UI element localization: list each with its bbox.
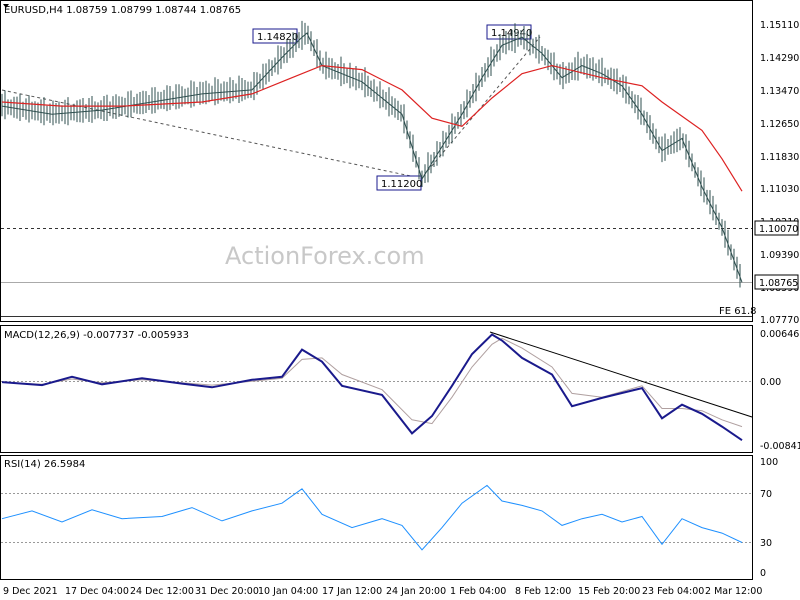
price-tick: 1.14290 <box>760 53 799 64</box>
current-price-text: 1.08765 <box>759 278 798 289</box>
macd-line <box>1 333 743 442</box>
rsi-tick: 30 <box>760 538 772 549</box>
x-tick: 23 Feb 04:00 <box>642 586 704 597</box>
price-title: EURUSD,H4 1.08759 1.08799 1.08744 1.0876… <box>4 5 241 16</box>
high-annotation: 1.14820 <box>257 32 298 43</box>
x-tick: 24 Dec 12:00 <box>130 586 194 597</box>
macd-panel <box>0 325 753 453</box>
x-tick: 17 Dec 04:00 <box>65 586 129 597</box>
macd-tick: 0.006461 <box>760 329 800 340</box>
rsi-panel <box>0 455 753 580</box>
macd-title: MACD(12,26,9) -0.007737 -0.005933 <box>4 330 189 341</box>
macd-tick: -0.008413 <box>760 441 800 452</box>
macd-trendline <box>489 331 753 418</box>
x-tick: 1 Feb 04:00 <box>450 586 506 597</box>
x-tick: 31 Dec 20:00 <box>195 586 259 597</box>
price-tick: 1.12650 <box>760 119 799 130</box>
price-tick: 1.11030 <box>760 184 799 195</box>
rsi-line <box>1 484 743 551</box>
price-trendline <box>1 89 421 179</box>
low-annotation: 1.11200 <box>381 179 422 190</box>
x-tick: 9 Dec 2021 <box>3 586 58 597</box>
x-axis: 9 Dec 2021 17 Dec 04:00 24 Dec 12:00 31 … <box>3 586 762 597</box>
price-tick: 1.07770 <box>760 315 799 326</box>
fe-label: FE 61.8 <box>719 306 757 317</box>
rsi-title: RSI(14) 26.5984 <box>4 459 85 470</box>
rsi-tick: 70 <box>760 489 772 500</box>
x-tick: 24 Jan 20:00 <box>386 586 446 597</box>
price-panel <box>0 0 753 322</box>
price-line <box>1 32 743 283</box>
level-price-box <box>754 220 799 236</box>
price-tick: 1.15110 <box>760 20 799 31</box>
dropdown-arrow-icon[interactable] <box>3 4 9 8</box>
current-price-box <box>754 274 799 290</box>
x-tick: 10 Jan 04:00 <box>258 586 318 597</box>
rsi-axis: 100 70 30 0 <box>760 457 778 579</box>
x-tick: 8 Feb 12:00 <box>515 586 571 597</box>
x-tick: 17 Jan 12:00 <box>322 586 382 597</box>
price-tick: 1.11830 <box>760 152 799 163</box>
macd-axis: 0.006461 0.00 -0.008413 <box>760 329 800 452</box>
x-tick: 2 Mar 12:00 <box>705 586 762 597</box>
high-annotation-box <box>252 28 298 44</box>
level-price-text: 1.10070 <box>759 224 798 235</box>
rsi-tick: 100 <box>760 457 778 468</box>
price-tick: 1.09390 <box>760 250 799 261</box>
price-tick: 1.13470 <box>760 86 799 97</box>
rsi-tick: 0 <box>760 568 766 579</box>
watermark: ActionForex.com <box>225 242 425 270</box>
moving-average-line <box>1 64 743 192</box>
macd-tick: 0.00 <box>760 377 781 388</box>
x-tick: 15 Feb 20:00 <box>578 586 640 597</box>
low-annotation-box <box>376 175 422 191</box>
